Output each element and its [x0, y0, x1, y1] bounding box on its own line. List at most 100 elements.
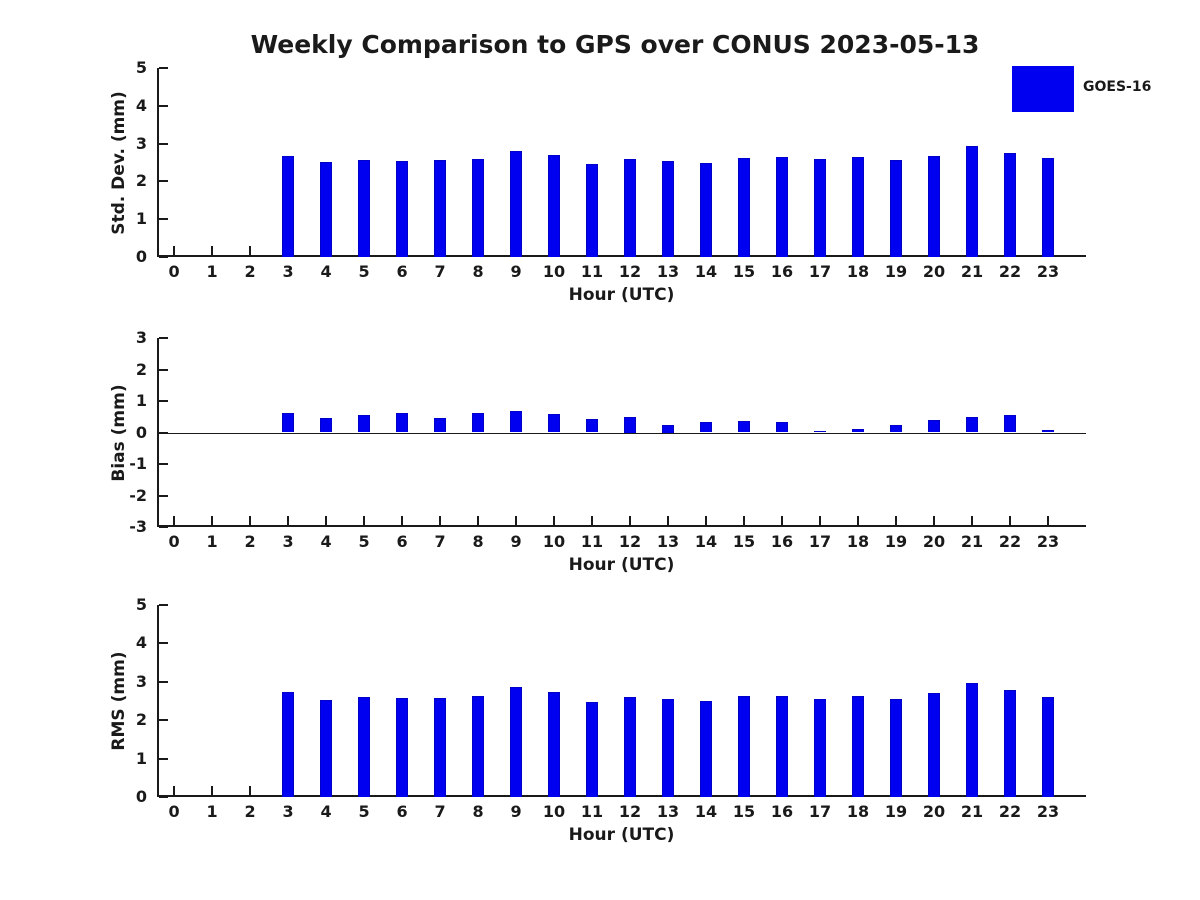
bar-hour-12	[624, 159, 637, 257]
x-tick	[325, 516, 328, 525]
legend-label: GOES-16	[1083, 79, 1152, 95]
bar-hour-3	[282, 155, 295, 257]
bar-hour-19	[890, 425, 903, 433]
x-tick	[439, 516, 442, 525]
x-tick-label: 17	[808, 802, 832, 821]
y-tick	[159, 256, 168, 258]
bar-hour-10	[548, 691, 561, 797]
bar-hour-18	[852, 696, 865, 797]
x-tick	[667, 516, 670, 525]
bar-hour-13	[662, 699, 675, 797]
bar-hour-12	[624, 696, 637, 797]
x-tick-label: 4	[320, 802, 332, 821]
y-tick	[159, 463, 168, 465]
bar-hour-20	[928, 693, 941, 797]
bar-hour-14	[700, 700, 713, 797]
y-tick	[159, 642, 168, 645]
y-tick	[159, 604, 168, 606]
x-tick-label: 19	[884, 262, 908, 281]
x-tick	[173, 246, 176, 255]
bar-hour-14	[700, 422, 713, 433]
x-tick	[363, 516, 366, 525]
bar-hour-11	[586, 164, 599, 257]
bar-hour-12	[624, 416, 637, 433]
x-tick	[743, 516, 746, 525]
y-tick-label: 0	[135, 787, 147, 806]
x-tick	[971, 516, 973, 525]
x-tick	[249, 246, 252, 255]
y-tick	[159, 400, 168, 402]
x-tick	[629, 516, 632, 525]
x-tick	[1047, 516, 1049, 525]
x-tick-label: 23	[1036, 532, 1060, 551]
x-axis-line	[157, 525, 1086, 527]
y-tick	[159, 368, 168, 371]
x-tick-label: 20	[922, 802, 946, 821]
x-tick-label: 15	[732, 532, 756, 551]
bar-hour-23	[1042, 429, 1054, 433]
x-tick-label: 23	[1036, 802, 1060, 821]
y-tick-label: -1	[129, 454, 147, 473]
bar-hour-21	[966, 146, 978, 257]
bar-hour-7	[434, 160, 447, 257]
y-tick-label: 3	[135, 133, 147, 153]
x-tick-label: 9	[510, 262, 522, 281]
x-tick-label: 13	[656, 532, 680, 551]
bar-hour-17	[814, 430, 827, 433]
bar-hour-16	[776, 157, 789, 257]
x-tick-label: 6	[396, 802, 408, 821]
x-tick-label: 17	[808, 262, 832, 281]
x-tick-label: 5	[358, 802, 370, 821]
y-tick	[159, 67, 168, 69]
bar-hour-9	[510, 151, 523, 257]
x-tick-label: 17	[808, 532, 832, 551]
x-tick-label: 22	[998, 802, 1022, 821]
x-tick-label: 13	[656, 802, 680, 821]
x-tick-label: 4	[320, 262, 332, 281]
bar-hour-17	[814, 698, 827, 797]
x-tick-label: 18	[846, 802, 870, 821]
x-tick-label: 5	[358, 532, 370, 551]
bar-hour-10	[548, 414, 561, 433]
bar-hour-22	[1004, 689, 1016, 797]
x-tick-label: 0	[168, 262, 180, 281]
y-tick	[159, 180, 168, 183]
x-axis-line	[157, 255, 1086, 257]
x-tick-label: 16	[770, 262, 794, 281]
bar-hour-5	[358, 696, 371, 797]
y-tick-label: 2	[135, 359, 147, 379]
y-tick-label: 4	[135, 633, 147, 653]
x-tick-label: 0	[168, 802, 180, 821]
bar-hour-14	[700, 162, 713, 257]
x-tick-label: 8	[472, 532, 484, 551]
x-tick	[401, 516, 404, 525]
x-tick-label: 10	[542, 532, 566, 551]
y-tick-label: 2	[135, 710, 147, 730]
x-axis-label-hour-utc: Hour (UTC)	[568, 555, 675, 575]
bar-hour-4	[320, 162, 333, 257]
x-tick-label: 6	[396, 532, 408, 551]
x-tick	[1009, 516, 1011, 525]
y-tick-label: -2	[129, 485, 147, 505]
zero-line	[157, 432, 1086, 434]
bar-hour-21	[966, 417, 978, 433]
bar-hour-23	[1042, 157, 1054, 257]
x-tick-label: 22	[998, 532, 1022, 551]
x-tick-label: 21	[960, 532, 984, 551]
x-tick-label: 1	[206, 532, 218, 551]
x-tick	[515, 516, 518, 525]
x-tick-label: 2	[244, 262, 256, 281]
x-tick-label: 8	[472, 802, 484, 821]
y-tick	[159, 719, 168, 722]
x-tick-label: 6	[396, 262, 408, 281]
bar-hour-6	[396, 413, 409, 433]
bar-hour-10	[548, 155, 561, 257]
x-tick	[249, 786, 252, 795]
y-tick-label: 5	[135, 595, 147, 614]
bar-hour-16	[776, 421, 789, 433]
x-tick-label: 10	[542, 262, 566, 281]
y-axis-label-rms: RMS (mm)	[109, 651, 129, 751]
x-tick-label: 11	[580, 532, 604, 551]
bar-hour-21	[966, 683, 978, 797]
plot-area-std-dev: 0 1 2 3 4 5 0 1 2 3 4 5 6 7 8 9 10 11 12 13 14 15 16 17 18 19 20 21…	[136, 58, 1086, 281]
